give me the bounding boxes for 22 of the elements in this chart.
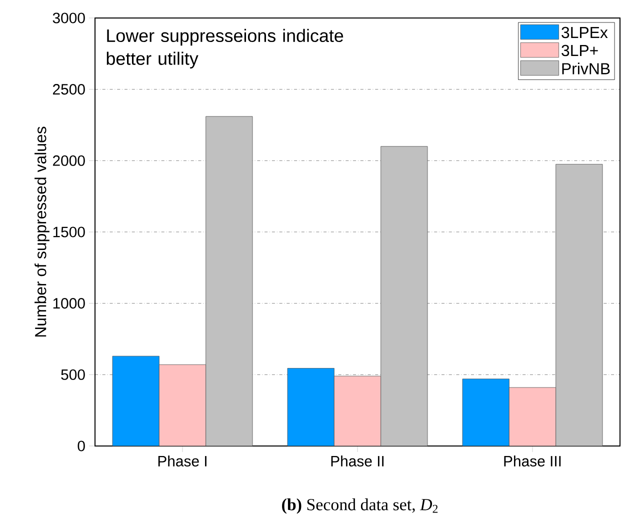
y-tick-label: 2000 xyxy=(52,155,85,166)
y-tick-label: 2500 xyxy=(52,84,85,95)
legend-label: PrivNB xyxy=(562,62,610,74)
bar xyxy=(508,387,556,446)
x-tick-label: Phase III xyxy=(504,456,561,466)
y-tick-label: 1500 xyxy=(53,226,85,238)
x-tick-label: Phase I xyxy=(158,456,206,466)
bar xyxy=(112,356,160,446)
legend-label: 3LPEx xyxy=(562,26,608,38)
y-axis-title: Number of suppressed values xyxy=(34,126,50,337)
y-tick-label: 0 xyxy=(78,440,85,452)
bar xyxy=(334,376,382,446)
bar xyxy=(287,368,334,446)
bar xyxy=(158,364,206,446)
legend-label: 3LP+ xyxy=(562,44,598,56)
annotation: Lower suppresseions indicate better utility xyxy=(106,28,344,69)
y-tick-label: 1000 xyxy=(53,298,85,309)
x-tick-label: Phase II xyxy=(331,456,384,466)
y-tick-label: 500 xyxy=(61,369,85,380)
y-tick-label: 3000 xyxy=(52,12,85,24)
bar xyxy=(462,378,510,446)
text: (b) Second data set, D$_{2}$ xyxy=(282,498,438,514)
